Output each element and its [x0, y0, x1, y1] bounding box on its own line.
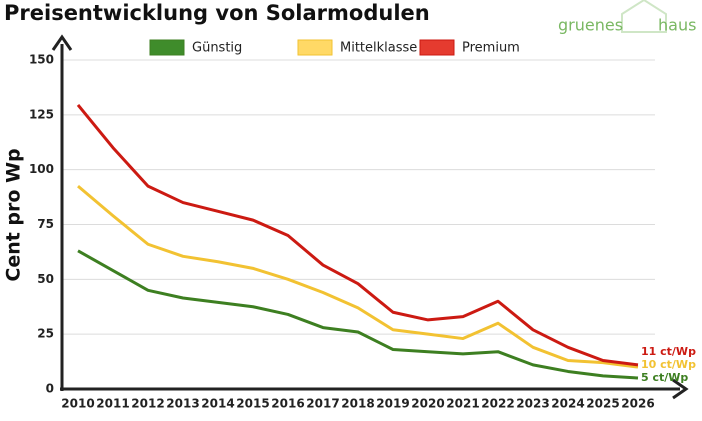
- x-tick-label: 2018: [341, 397, 374, 411]
- x-tick-label: 2010: [61, 397, 94, 411]
- legend-swatch: [149, 39, 185, 56]
- x-tick-label: 2022: [481, 397, 514, 411]
- legend-swatch: [419, 39, 455, 56]
- logo-right: haus: [658, 16, 696, 35]
- logo: gruenes haus: [558, 0, 696, 35]
- x-tick-label: 2017: [306, 397, 339, 411]
- grid: 0 25 50 75 100 125 150 2010 2011 2012 2013 2014 2015…: [29, 53, 655, 411]
- y-arrow: [51, 34, 73, 51]
- series-line: [76, 104, 639, 367]
- x-tick-label: 2020: [411, 397, 444, 411]
- y-tick-label: 150: [29, 53, 54, 67]
- y-tick-label: 100: [29, 162, 54, 176]
- chart-title: Preisentwicklung von Solarmodulen: [4, 1, 430, 25]
- x-tick-label: 2019: [376, 397, 409, 411]
- x-tick-label: 2015: [236, 397, 269, 411]
- series-line: [77, 249, 639, 380]
- y-axis-label: Cent pro Wp: [3, 148, 25, 281]
- x-tick-label: 2025: [586, 397, 619, 411]
- legend-swatch: [297, 39, 333, 56]
- x-tick-label: 2012: [131, 397, 164, 411]
- y-tick-label: 50: [37, 272, 54, 286]
- x-arrow: [672, 378, 689, 400]
- x-tick-label: 2016: [271, 397, 304, 411]
- y-tick-label: 75: [37, 217, 54, 231]
- logo-house: [621, 0, 667, 33]
- logo-left: gruenes: [558, 16, 623, 35]
- legend: Günstig Mittelklasse Premium: [149, 39, 520, 56]
- legend-label: Premium: [462, 41, 520, 56]
- axes: [51, 34, 689, 400]
- x-tick-label: 2026: [621, 397, 654, 411]
- x-tick-label: 2011: [96, 397, 129, 411]
- end-label: 5 ct/Wp: [641, 371, 688, 384]
- series-line: [77, 184, 639, 369]
- x-tick-label: 2014: [201, 397, 234, 411]
- x-tick-label: 2023: [516, 397, 549, 411]
- y-tick-label: 0: [46, 382, 54, 396]
- legend-label: Mittelklasse: [340, 41, 417, 56]
- x-tick-label: 2013: [166, 397, 199, 411]
- legend-label: Günstig: [192, 41, 242, 56]
- x-tick-label: 2021: [446, 397, 479, 411]
- end-label: 11 ct/Wp: [641, 345, 696, 358]
- end-label: 10 ct/Wp: [641, 358, 696, 371]
- lines: [76, 104, 639, 380]
- y-tick-label: 125: [29, 107, 54, 121]
- y-tick-label: 25: [37, 327, 54, 341]
- x-tick-label: 2024: [551, 397, 584, 411]
